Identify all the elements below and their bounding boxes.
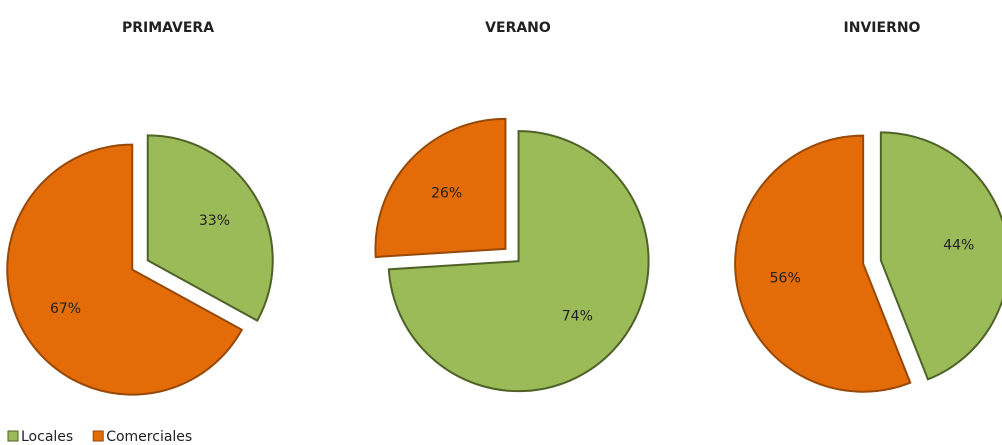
data-label: 74%	[562, 308, 593, 324]
pie-slice	[734, 134, 912, 393]
legend-swatch	[92, 430, 104, 442]
legend-label: Comerciales	[106, 429, 192, 445]
pie-slice	[6, 143, 244, 396]
chart-title: VERANO	[485, 20, 551, 36]
data-label: 26%	[431, 186, 462, 202]
data-label: 33%	[199, 213, 230, 229]
legend-swatch	[7, 430, 19, 442]
data-label: 44%	[943, 237, 974, 253]
data-label: 67%	[50, 301, 81, 317]
pie-slice	[879, 131, 1002, 381]
pie-slice	[374, 117, 507, 259]
chart-title: INVIERNO	[844, 20, 921, 36]
legend-label: Locales	[21, 429, 73, 445]
chart-title: PRIMAVERA	[122, 20, 214, 36]
data-label: 56%	[770, 271, 801, 287]
pie-slice	[387, 130, 650, 393]
pie-slice	[146, 134, 274, 322]
